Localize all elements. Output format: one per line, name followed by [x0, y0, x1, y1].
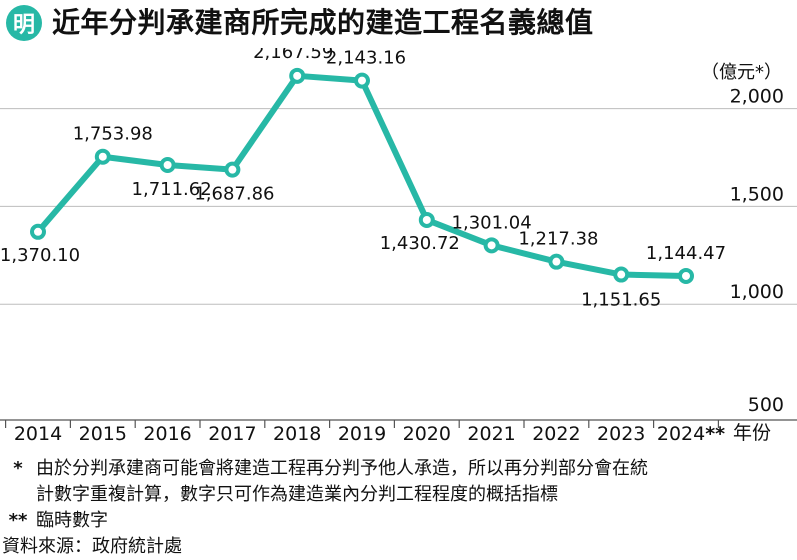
- data-label: 1,687.86: [194, 184, 274, 205]
- data-labels: 1,370.10 1,753.98 1,711.621,687.86 2,167.59…: [0, 48, 726, 311]
- header: 明 近年分判承建商所完成的建造工程名義總值: [0, 0, 797, 48]
- data-point: [483, 237, 500, 254]
- data-point: [613, 266, 630, 283]
- x-axis: [0, 419, 797, 428]
- data-point: [30, 223, 46, 240]
- data-label: 1,370.10: [0, 245, 80, 266]
- x-tick-label: 2022: [532, 423, 580, 445]
- footnotes: * 由於分判承建商可能會將建造工程再分判予他人承造，所以再分判部分會在統 計數字…: [0, 456, 797, 560]
- footnote-text: 臨時數字: [36, 510, 108, 531]
- data-points: [30, 67, 694, 284]
- x-tick-label: 2016: [143, 423, 191, 445]
- data-point: [94, 148, 111, 165]
- data-point: [354, 72, 370, 89]
- data-label: 1,151.65: [581, 290, 661, 311]
- data-label: 2,167.59: [253, 48, 333, 63]
- x-tick-label: 2019: [338, 423, 386, 445]
- y-tick-label: 500: [748, 394, 784, 416]
- data-label: 1,301.04: [452, 212, 532, 233]
- data-label: 2,143.16: [326, 48, 406, 69]
- data-label: 1,711.62: [132, 179, 212, 200]
- x-tick-label: 2014: [14, 423, 62, 445]
- x-tick-label: 2018: [273, 423, 321, 445]
- newspaper-logo: 明: [6, 5, 42, 41]
- line-chart: （億元*） 500 1,000 1,500 2,000 1,370.10 1,753.9…: [0, 48, 797, 445]
- x-axis-unit: 年份: [733, 422, 771, 444]
- data-point: [678, 267, 694, 284]
- chart-title: 近年分判承建商所完成的建造工程名義總值: [52, 6, 594, 39]
- y-axis-unit: （億元*）: [701, 62, 782, 83]
- x-tick-label: 2024**: [657, 423, 725, 445]
- data-label: 1,430.72: [380, 233, 460, 254]
- x-tick-label: 2017: [208, 423, 256, 445]
- x-tick-label: 2020: [403, 423, 451, 445]
- y-tick-label: 2,000: [730, 86, 784, 108]
- x-tick-labels: 2014 2015 2016 2017 2018 2019 2020 2021 2022 2023…: [14, 423, 725, 445]
- y-tick-label: 1,500: [730, 183, 784, 205]
- y-tick-label: 1,000: [730, 281, 784, 303]
- data-point: [159, 157, 176, 174]
- data-label: 1,144.47: [646, 243, 726, 264]
- data-point: [418, 211, 435, 228]
- data-point: [289, 67, 306, 84]
- footnote-1-continued: 計數字重複計算，數字只可作為建造業內分判工程程度的概括指標: [36, 484, 558, 505]
- data-label: 1,753.98: [73, 124, 153, 145]
- data-point: [548, 253, 565, 270]
- footnote-mark: *: [13, 458, 23, 479]
- x-tick-label: 2023: [597, 423, 645, 445]
- footnote-2: ** 臨時數字: [0, 508, 797, 534]
- x-tick-label: 2015: [79, 423, 127, 445]
- data-point: [224, 161, 241, 178]
- x-tick-label: 2021: [467, 423, 515, 445]
- y-tick-labels: 500 1,000 1,500 2,000: [730, 86, 784, 416]
- source-note: 資料來源：政府統計處: [2, 536, 182, 557]
- footnote-mark: **: [8, 510, 28, 531]
- footnote-text: 由於分判承建商可能會將建造工程再分判予他人承造，所以再分判部分會在統: [36, 458, 648, 479]
- gridlines: [0, 108, 797, 305]
- data-label: 1,217.38: [518, 229, 598, 250]
- footnote-1: * 由於分判承建商可能會將建造工程再分判予他人承造，所以再分判部分會在統: [0, 456, 797, 482]
